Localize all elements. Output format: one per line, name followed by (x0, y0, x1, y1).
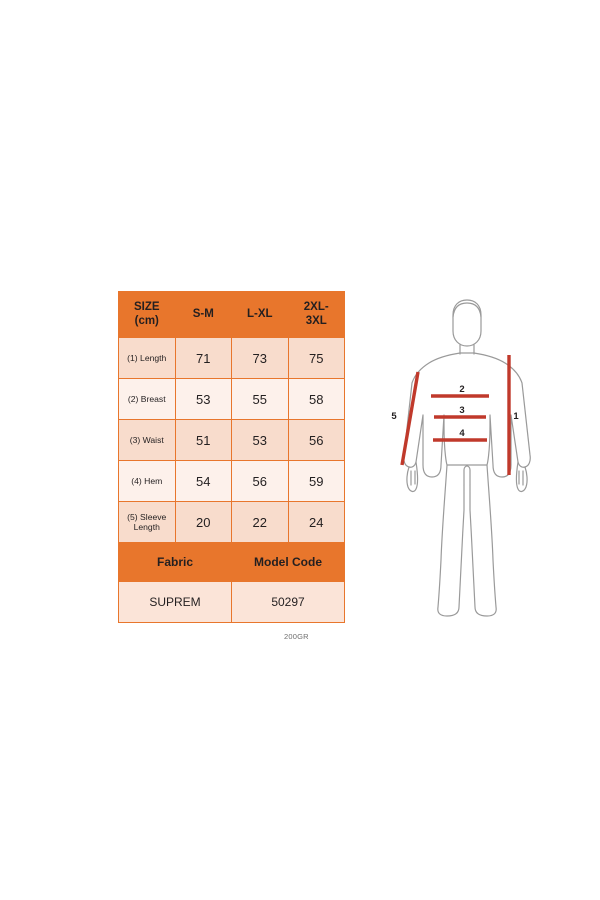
cell-length-s-m: 71 (174, 337, 232, 379)
cell-hem-2xl-3xl: 59 (287, 460, 345, 502)
marker-label-3: 3 (459, 405, 464, 416)
table-row: (2) Breast 53 55 58 (118, 378, 345, 420)
marker-line-5-sleeve-length (400, 371, 420, 466)
cell-fabric-value: SUPREM (118, 581, 232, 623)
table-row: (1) Length 71 73 75 (118, 337, 345, 379)
marker-label-5: 5 (391, 411, 397, 422)
table-header-row: SIZE (cm) S-M L-XL 2XL- 3XL (118, 291, 345, 338)
row-label-waist: (3) Waist (118, 419, 176, 461)
cell-breast-2xl-3xl: 58 (287, 378, 345, 420)
row-label-sleeve-line1: (5) Sleeve (127, 511, 167, 522)
cell-model-code-value: 50297 (231, 581, 345, 623)
header-fabric: Fabric (118, 542, 232, 582)
cell-length-l-xl: 73 (231, 337, 289, 379)
table-row: (5) Sleeve Length 20 22 24 (118, 501, 345, 543)
measurement-markers (400, 355, 511, 475)
cell-sleeve-2xl-3xl: 24 (287, 501, 345, 543)
cell-waist-2xl-3xl: 56 (287, 419, 345, 461)
header-2xl-line1: 2XL- (303, 301, 329, 314)
header-size-line1: SIZE (133, 301, 160, 314)
cell-hem-s-m: 54 (174, 460, 232, 502)
cell-waist-l-xl: 53 (231, 419, 289, 461)
marker-label-1: 1 (513, 411, 519, 422)
header-l-xl: L-XL (231, 291, 289, 338)
cell-breast-l-xl: 55 (231, 378, 289, 420)
footer-value-row: SUPREM 50297 (118, 581, 345, 623)
row-label-sleeve-line2: Length (133, 522, 160, 532)
cell-breast-s-m: 53 (174, 378, 232, 420)
mannequin-body-outline (403, 299, 531, 617)
marker-label-4: 4 (459, 428, 465, 439)
cell-hem-l-xl: 56 (231, 460, 289, 502)
row-label-hem: (4) Hem (118, 460, 176, 502)
header-s-m: S-M (174, 291, 232, 338)
cell-sleeve-s-m: 20 (174, 501, 232, 543)
marker-label-2: 2 (459, 384, 464, 395)
cell-length-2xl-3xl: 75 (287, 337, 345, 379)
row-label-breast: (2) Breast (118, 378, 176, 420)
measurement-figure-diagram: 1 2 3 4 5 (385, 295, 550, 630)
header-model-code: Model Code (231, 542, 345, 582)
size-chart-table: SIZE (cm) S-M L-XL 2XL- 3XL (1) Length 7… (118, 291, 345, 623)
table-row: (4) Hem 54 56 59 (118, 460, 345, 502)
table-row: (3) Waist 51 53 56 (118, 419, 345, 461)
cell-waist-s-m: 51 (174, 419, 232, 461)
cell-sleeve-l-xl: 22 (231, 501, 289, 543)
header-size-line2: (cm) (134, 314, 159, 327)
header-size-cm: SIZE (cm) (118, 291, 176, 338)
footer-header-row: Fabric Model Code (118, 542, 345, 582)
header-2xl-3xl: 2XL- 3XL (287, 291, 345, 338)
fabric-weight-note: 200GR (284, 632, 309, 641)
row-label-length: (1) Length (118, 337, 176, 379)
row-label-sleeve-length: (5) Sleeve Length (118, 501, 176, 543)
header-2xl-line2: 3XL (305, 314, 327, 327)
